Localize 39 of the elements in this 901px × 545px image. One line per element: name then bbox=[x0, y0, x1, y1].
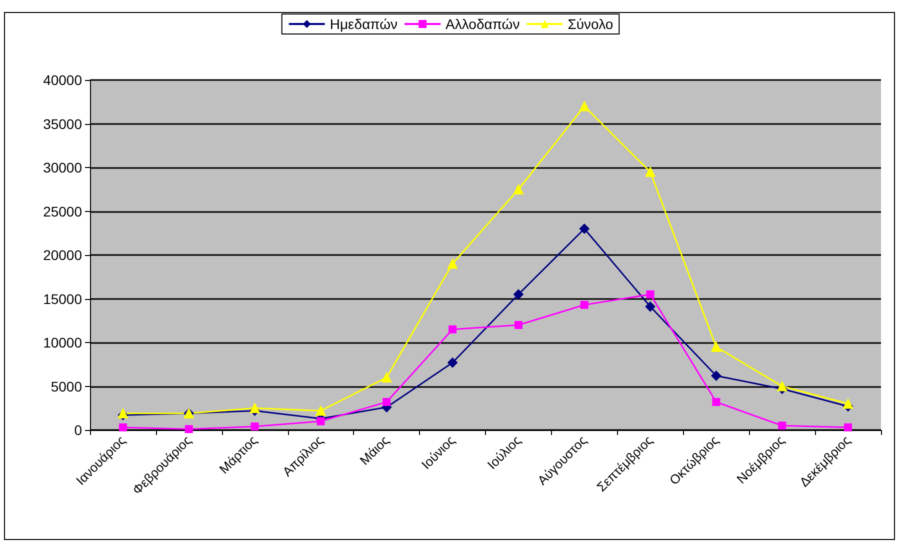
point bbox=[712, 398, 720, 406]
point bbox=[777, 381, 788, 392]
point bbox=[513, 289, 524, 300]
point bbox=[513, 184, 524, 194]
point bbox=[514, 321, 522, 329]
point bbox=[646, 290, 654, 298]
legend-label: Αλλοδαπών bbox=[446, 16, 520, 32]
point bbox=[843, 398, 854, 409]
point bbox=[579, 224, 590, 234]
y-tick-label: 0 bbox=[74, 422, 82, 438]
point bbox=[778, 422, 786, 430]
point bbox=[711, 342, 722, 352]
point bbox=[250, 403, 260, 414]
y-tick-label: 30000 bbox=[43, 160, 82, 176]
point bbox=[844, 423, 852, 432]
y-tick-label: 15000 bbox=[43, 290, 82, 307]
y-tick-label: 25000 bbox=[43, 203, 82, 220]
point bbox=[711, 370, 722, 381]
point bbox=[645, 166, 656, 177]
point bbox=[250, 422, 259, 430]
y-tick-label: 40000 bbox=[43, 72, 82, 88]
point bbox=[580, 300, 588, 309]
legend-label: Ημεδαπών bbox=[330, 16, 398, 32]
point bbox=[184, 425, 193, 434]
y-tick-label: 10000 bbox=[43, 334, 82, 350]
point bbox=[118, 423, 127, 432]
point bbox=[316, 417, 325, 426]
point bbox=[382, 372, 392, 382]
point bbox=[448, 258, 458, 269]
point bbox=[382, 398, 391, 406]
point bbox=[645, 302, 656, 312]
point bbox=[579, 101, 590, 112]
point bbox=[448, 325, 457, 334]
legend-label: Σύνολο bbox=[568, 16, 614, 32]
y-tick-label: 5000 bbox=[50, 378, 82, 394]
point bbox=[316, 406, 326, 416]
point bbox=[448, 358, 458, 368]
y-tick-label: 35000 bbox=[43, 116, 82, 132]
y-tick-label: 20000 bbox=[43, 247, 82, 263]
